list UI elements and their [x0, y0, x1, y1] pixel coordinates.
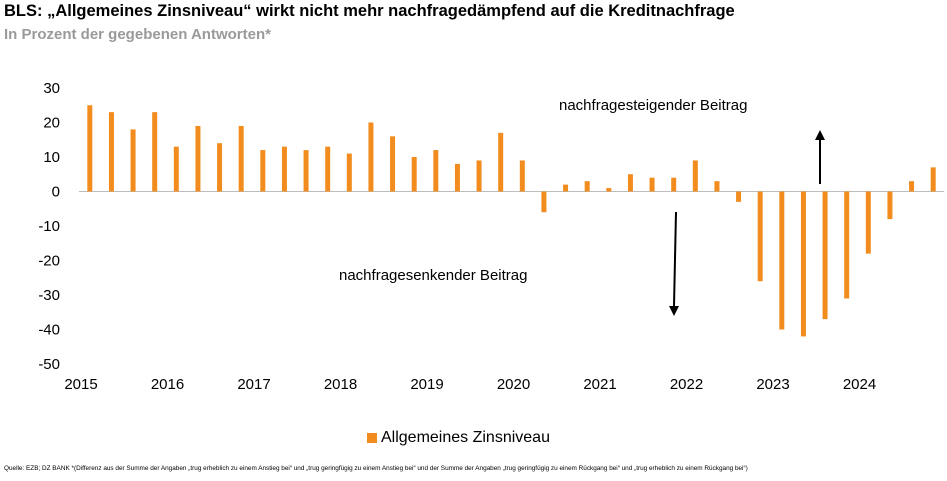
y-tick-label: -30 [38, 287, 60, 304]
bar [887, 191, 893, 220]
x-tick-label: 2024 [843, 376, 876, 393]
bar [433, 150, 439, 192]
bar [108, 112, 114, 192]
bar [714, 181, 720, 192]
annotation-up-text: nachfragesteigender Beitrag [559, 97, 747, 114]
bar [822, 191, 828, 320]
bar [865, 191, 871, 254]
bar [390, 136, 396, 192]
y-tick-label: -40 [38, 322, 60, 339]
x-tick-label: 2019 [410, 376, 443, 393]
bar [736, 191, 742, 202]
bar [173, 146, 179, 192]
bar [671, 177, 677, 192]
x-tick-label: 2022 [670, 376, 703, 393]
bar [779, 191, 785, 330]
bar [584, 181, 590, 192]
x-tick-label: 2018 [324, 376, 357, 393]
x-tick-label: 2021 [583, 376, 616, 393]
x-tick-label: 2015 [64, 376, 97, 393]
bar [541, 191, 547, 213]
y-tick-label: 0 [52, 184, 60, 201]
bar [606, 188, 612, 192]
x-tick-label: 2017 [237, 376, 270, 393]
bar [563, 184, 569, 192]
bar [281, 146, 287, 192]
y-tick-label: 20 [43, 115, 60, 132]
chart-subtitle: In Prozent der gegebenen Antworten* [4, 26, 271, 43]
legend: Allgemeines Zinsniveau [367, 429, 550, 447]
bar [692, 160, 698, 192]
bar [909, 181, 915, 192]
y-tick-label: -10 [38, 218, 60, 235]
down-arrow [669, 211, 679, 316]
bar [476, 160, 482, 192]
bar [411, 157, 417, 192]
chart-title: BLS: „Allgemeines Zinsniveau“ wirkt nich… [4, 2, 735, 20]
bar [325, 146, 331, 192]
y-axis: 30 20 10 0 -10 -20 -30 -40 -50 [38, 80, 60, 373]
bar [217, 143, 223, 192]
bar [757, 191, 763, 282]
bar [519, 160, 525, 192]
bar [800, 191, 806, 337]
y-tick-label: -20 [38, 253, 60, 270]
bar [930, 167, 936, 192]
bar [627, 174, 633, 192]
x-axis: 2015 2016 2017 2018 2019 2020 2021 2022 2023 2024 [64, 376, 876, 393]
legend-swatch [367, 433, 377, 443]
bar [498, 132, 504, 192]
bar [303, 150, 309, 192]
x-tick-label: 2020 [497, 376, 530, 393]
source-note: Quelle: EZB; DZ BANK *(Differenz aus der… [4, 465, 748, 472]
x-tick-label: 2023 [756, 376, 789, 393]
bar [368, 122, 374, 192]
up-arrow [815, 130, 825, 184]
bar [649, 177, 655, 192]
bar [260, 150, 266, 192]
bar [238, 125, 244, 192]
legend-label: Allgemeines Zinsniveau [381, 429, 550, 446]
bar [195, 125, 201, 192]
bar [130, 129, 136, 192]
bar [454, 163, 460, 192]
y-tick-label: -50 [38, 356, 60, 373]
bar [87, 105, 93, 192]
bar [844, 191, 850, 299]
y-tick-label: 30 [43, 80, 60, 97]
bar [152, 112, 158, 192]
bar [346, 153, 352, 192]
x-tick-label: 2016 [151, 376, 184, 393]
y-tick-label: 10 [43, 149, 60, 166]
annotation-down-text: nachfragesenkender Beitrag [339, 267, 527, 284]
bar-series [87, 105, 936, 337]
